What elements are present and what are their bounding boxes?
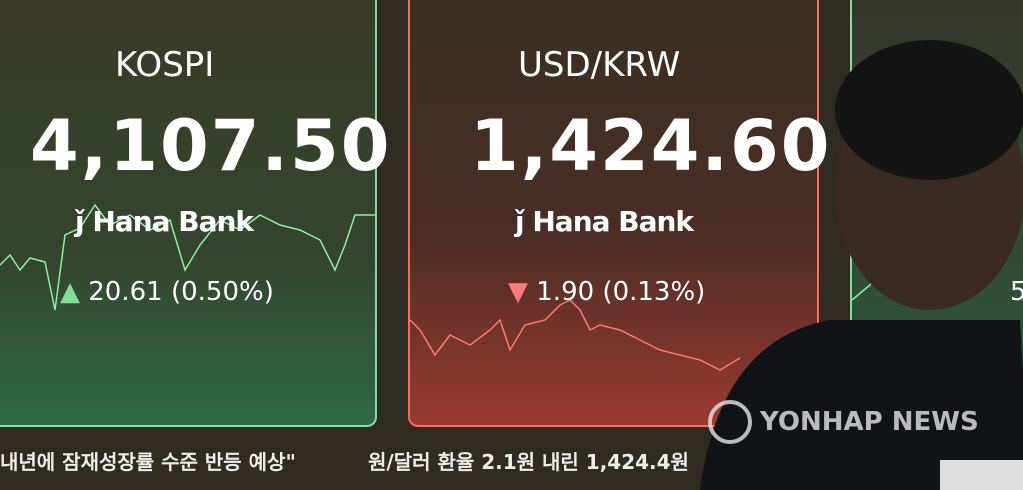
usdkrw-panel [408, 0, 819, 427]
usdkrw-bank-logo: ǰ Hana Bank [515, 205, 694, 238]
person-silhouette [700, 40, 1023, 490]
kospi-panel [0, 0, 377, 427]
bank-name: Hana Bank [92, 205, 254, 238]
kospi-title: KOSPI [115, 45, 215, 85]
watermark: YONHAP NEWS [708, 400, 979, 444]
watermark-text: YONHAP NEWS [760, 407, 979, 437]
kospi-value: 4,107.50 [30, 105, 392, 187]
kospi-bank-logo: ǰ Hana Bank [75, 205, 254, 238]
kospi-change: ▲ 20.61 (0.50%) [60, 277, 274, 307]
usdkrw-change-text: 1.90 (0.13%) [536, 277, 706, 307]
usdkrw-value: 1,424.60 [470, 105, 832, 187]
bank-name: Hana Bank [532, 205, 694, 238]
usdkrw-change: ▼ 1.90 (0.13%) [508, 277, 705, 307]
ticker-right: 원/달러 환율 2.1원 내린 1,424.4원 [368, 450, 689, 474]
ticker-left: 내년에 잠재성장률 수준 반등 예상" [0, 450, 296, 474]
triangle-down-icon: ▼ [508, 277, 528, 307]
kospi-change-text: 20.61 (0.50%) [88, 277, 274, 307]
usdkrw-line [409, 299, 741, 371]
triangle-up-icon: ▲ [60, 277, 80, 307]
third-panel-text: 5 [1010, 277, 1023, 307]
yonhap-logo-icon [708, 400, 752, 444]
usdkrw-title: USD/KRW [518, 45, 681, 85]
kospi-line [0, 203, 375, 311]
